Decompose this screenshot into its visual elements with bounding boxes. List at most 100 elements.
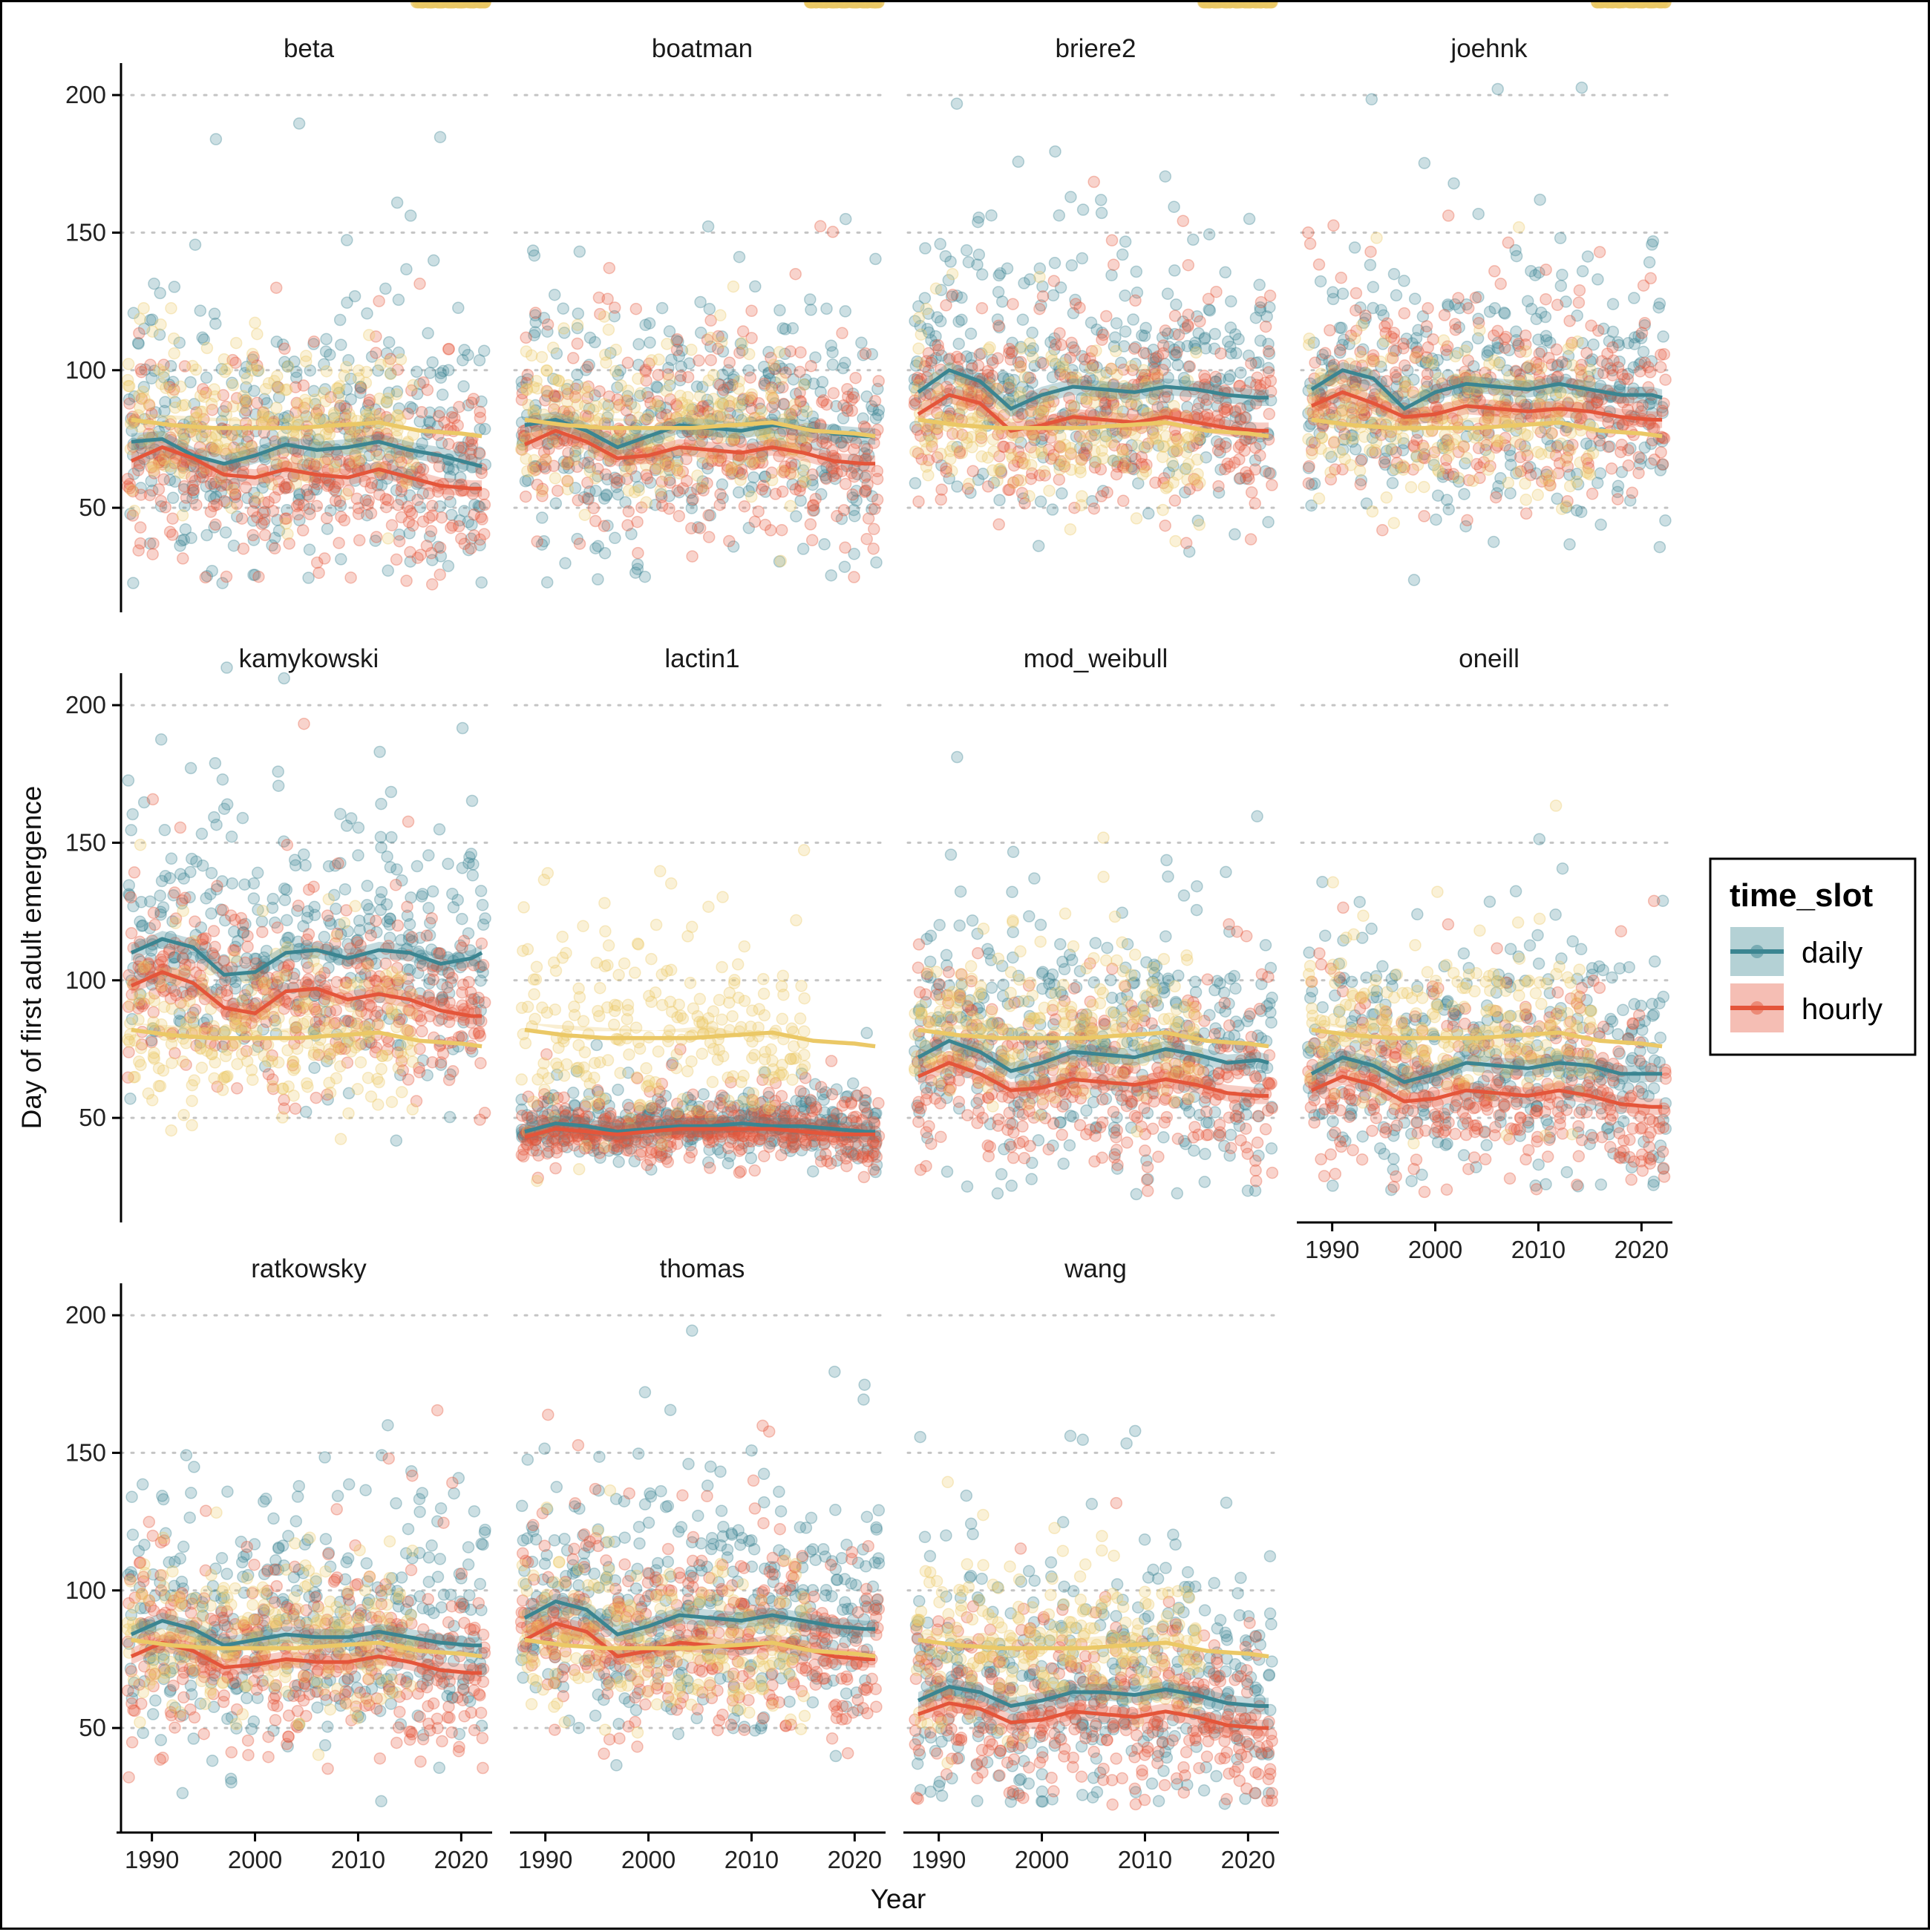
point-hourly [1603,442,1614,453]
point-reference [385,368,396,379]
point-reference [558,323,569,334]
point-daily [457,914,468,925]
point-daily [209,308,220,319]
point-hourly [1378,456,1390,468]
point-reference [650,399,661,410]
point-daily [168,492,179,503]
point-reference [148,465,160,477]
point-hourly [1260,377,1271,388]
point-reference [1492,435,1503,446]
point-reference [396,354,407,365]
point-reference [1560,455,1571,466]
point-daily [827,359,838,370]
point-hourly [582,493,593,504]
point-reference [692,470,703,481]
point-hourly [623,506,634,517]
point-hourly [412,494,423,505]
point-daily [458,381,469,392]
point-daily [443,364,454,376]
point-hourly [391,554,402,565]
point-reference [776,373,787,384]
point-hourly [180,892,191,903]
point-reference [1561,500,1572,511]
point-daily [1638,347,1649,358]
point-reference [1545,428,1557,439]
point-hourly [1593,325,1604,336]
point-hourly [861,534,872,545]
point-hourly [329,484,340,495]
point-hourly [1246,487,1257,498]
point-reference [913,312,924,324]
point-reference [360,377,371,388]
y-tick-label: 200 [65,81,106,108]
point-hourly [993,320,1004,331]
point-hourly [406,508,417,520]
point-reference [599,311,610,322]
point-hourly [805,519,816,530]
point-daily [237,813,248,824]
point-reference [1371,232,1382,243]
point-hourly [739,501,750,512]
point-daily [405,919,416,930]
point-reference [1355,465,1366,477]
point-reference [610,366,621,377]
point-daily [341,235,353,246]
point-hourly [1303,478,1314,489]
point-daily [127,809,138,820]
point-hourly [765,525,776,536]
point-reference [529,455,540,466]
point-reference [1439,430,1450,441]
point-hourly [828,387,839,399]
point-reference [737,338,748,349]
point-daily [1226,296,1237,307]
point-reference [169,333,180,344]
point-reference [177,510,189,521]
point-hourly [818,395,829,406]
point-reference [1474,325,1485,336]
point-reference [623,385,634,396]
point-hourly [1303,227,1314,238]
facet-title: kamykowski [239,644,379,673]
point-daily [1078,204,1089,215]
point-reference [1110,346,1122,357]
point-hourly [1320,347,1331,358]
point-daily [321,333,332,344]
point-hourly [530,307,541,318]
point-daily [428,255,439,266]
point-hourly [1210,371,1221,382]
point-hourly [847,489,858,500]
point-reference [1520,346,1531,357]
point-hourly [913,496,924,507]
point-daily [935,238,946,249]
point-reference [947,269,958,280]
point-daily [1375,304,1387,315]
point-daily [840,306,851,317]
point-hourly [1355,455,1367,466]
point-daily [817,376,828,387]
point-daily [309,1062,320,1073]
point-daily [589,337,601,348]
point-daily [452,894,463,906]
point-reference [1462,452,1473,463]
point-reference [1572,336,1583,347]
point-hourly [1335,344,1346,356]
point-reference [914,358,925,369]
point-reference [320,396,331,407]
point-daily [164,873,175,884]
point-reference [1027,352,1038,363]
point-hourly [749,516,760,527]
point-reference [773,347,785,358]
point-hourly [381,502,392,513]
point-daily [1162,288,1174,299]
point-reference [1105,363,1116,374]
point-reference [550,473,561,484]
point-daily [840,214,851,225]
point-daily [986,210,997,221]
point-reference [1171,469,1182,480]
point-reference [1367,506,1378,517]
point-daily [1350,242,1361,253]
point-daily [1555,232,1566,243]
point-reference [743,392,754,403]
point-daily [805,294,816,305]
point-reference [1371,437,1382,448]
